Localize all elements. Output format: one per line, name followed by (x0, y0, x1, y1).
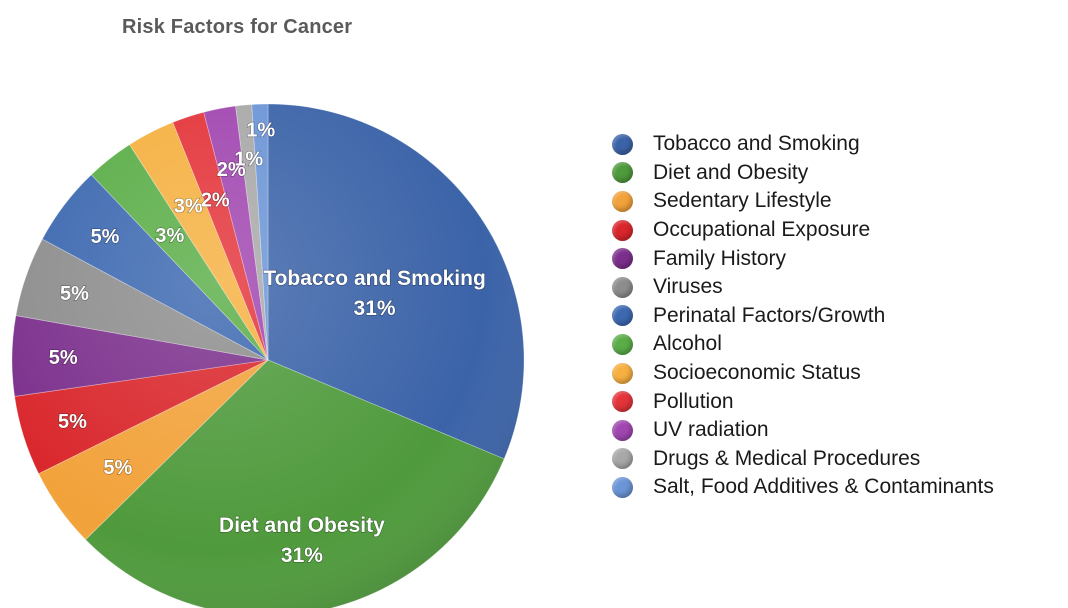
legend-label: Drugs & Medical Procedures (653, 446, 921, 470)
slice-percent-label: 1% (246, 120, 275, 142)
legend-swatch (612, 248, 633, 270)
legend-item: Occupational Exposure (612, 216, 994, 245)
legend-item: Pollution (612, 387, 994, 416)
legend-item: Socioeconomic Status (612, 359, 994, 388)
legend-item: Perinatal Factors/Growth (612, 302, 994, 331)
legend-label: Tobacco and Smoking (653, 132, 860, 156)
legend-item: Tobacco and Smoking (612, 130, 994, 159)
legend-swatch (612, 219, 633, 241)
legend-label: Sedentary Lifestyle (653, 189, 832, 213)
legend-swatch (612, 476, 633, 498)
slice-percent-label: 3% (155, 225, 184, 247)
slice-name-label: Diet and Obesity (219, 514, 385, 537)
legend-swatch (612, 190, 633, 212)
legend-label: Alcohol (653, 332, 722, 356)
legend-item: UV radiation (612, 416, 994, 445)
slice-percent-label: 2% (201, 189, 230, 211)
legend-swatch (612, 448, 633, 470)
legend-label: Diet and Obesity (653, 160, 809, 184)
legend-item: Diet and Obesity (612, 159, 994, 188)
legend-swatch (612, 391, 633, 413)
legend-label: Socioeconomic Status (653, 361, 861, 385)
slice-percent-label: 1% (234, 149, 263, 171)
slice-percent-label: 5% (103, 457, 132, 479)
legend-swatch (612, 133, 633, 155)
chart-title: Risk Factors for Cancer (122, 16, 353, 38)
legend-swatch (612, 162, 633, 184)
legend-swatch (612, 333, 633, 355)
legend-item: Alcohol (612, 330, 994, 359)
legend-swatch (612, 276, 633, 298)
legend: Tobacco and Smoking Diet and Obesity Seden… (612, 130, 994, 502)
legend-item: Viruses (612, 273, 994, 302)
legend-label: Perinatal Factors/Growth (653, 303, 886, 327)
legend-label: Salt, Food Additives & Contaminants (653, 475, 994, 499)
slice-percent-label: 5% (60, 283, 89, 305)
legend-swatch (612, 362, 633, 384)
slice-percent-label: 2% (217, 159, 246, 181)
legend-item: Drugs & Medical Procedures (612, 445, 994, 474)
legend-item: Sedentary Lifestyle (612, 187, 994, 216)
legend-item: Salt, Food Additives & Contaminants (612, 473, 994, 502)
slice-percent-label: 31% (281, 544, 323, 567)
legend-swatch (612, 419, 633, 441)
legend-label: Viruses (653, 275, 723, 299)
legend-label: Family History (653, 246, 787, 270)
slice-name-label: Tobacco and Smoking (263, 267, 485, 290)
legend-swatch (612, 305, 633, 327)
slice-percent-label: 31% (354, 297, 396, 320)
slice-percent-label: 5% (49, 347, 78, 369)
legend-label: Pollution (653, 389, 734, 413)
slice-percent-label: 5% (58, 411, 87, 433)
slice-percent-label: 5% (91, 226, 120, 248)
legend-item: Family History (612, 244, 994, 273)
legend-label: UV radiation (653, 418, 769, 442)
legend-label: Occupational Exposure (653, 218, 871, 242)
slice-percent-label: 3% (174, 195, 203, 217)
